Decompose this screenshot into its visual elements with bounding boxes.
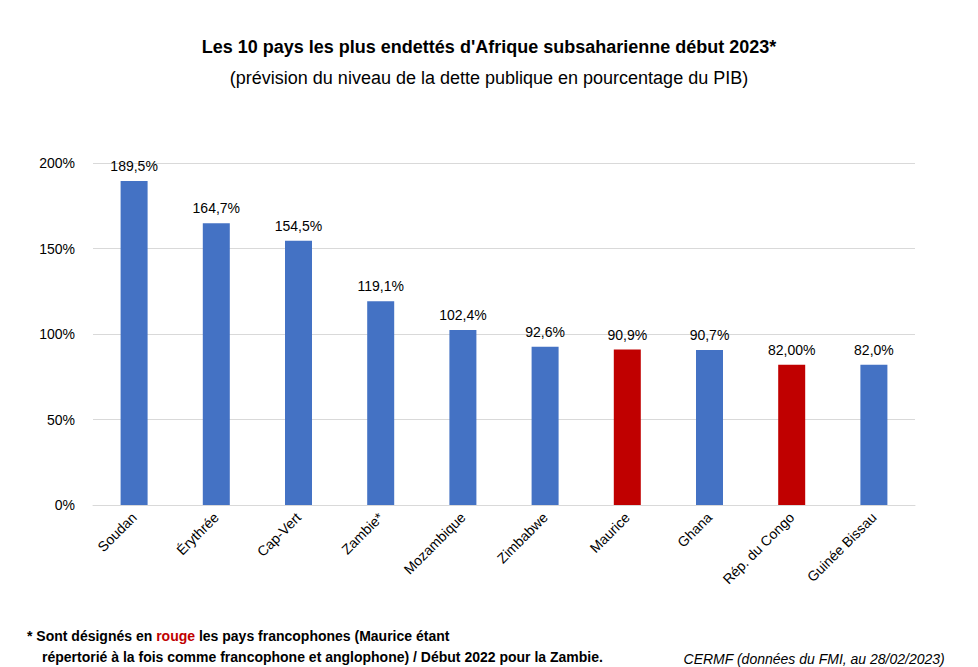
svg-text:Rép. du Congo: Rép. du Congo: [720, 509, 798, 587]
svg-text:Les 10 pays les plus endettés: Les 10 pays les plus endettés d'Afrique …: [202, 37, 776, 57]
svg-text:189,5%: 189,5%: [110, 158, 157, 174]
svg-text:50%: 50%: [47, 412, 75, 428]
svg-text:100%: 100%: [39, 326, 75, 342]
svg-text:0%: 0%: [55, 497, 75, 513]
svg-text:* Sont désignés en: * Sont désignés en: [27, 628, 156, 644]
svg-text:Zimbabwe: Zimbabwe: [494, 509, 551, 566]
svg-text:Maurice: Maurice: [586, 509, 633, 556]
svg-text:102,4%: 102,4%: [439, 307, 486, 323]
svg-text:rouge: rouge: [156, 628, 195, 644]
svg-text:90,9%: 90,9%: [607, 327, 647, 343]
svg-text:90,7%: 90,7%: [690, 327, 730, 343]
svg-text:Cap-Vert: Cap-Vert: [254, 509, 304, 559]
svg-text:200%: 200%: [39, 155, 75, 171]
svg-text:Soudan: Soudan: [94, 509, 139, 554]
svg-text:(prévision du niveau de la det: (prévision du niveau de la dette publiqu…: [230, 68, 748, 88]
svg-text:150%: 150%: [39, 241, 75, 257]
svg-text:Érythrée: Érythrée: [173, 509, 222, 558]
svg-text:92,6%: 92,6%: [525, 324, 565, 340]
svg-text:Guinée Bissau: Guinée Bissau: [804, 509, 880, 585]
svg-text:répertorié à la fois comme fra: répertorié à la fois comme francophone e…: [42, 649, 603, 665]
svg-text:82,00%: 82,00%: [768, 342, 815, 358]
svg-text:Mozambique: Mozambique: [401, 509, 469, 577]
svg-text:82,0%: 82,0%: [854, 342, 894, 358]
svg-text:CERMF (données du FMI, au 28/0: CERMF (données du FMI, au 28/02/2023): [684, 651, 945, 667]
svg-text:Zambie*: Zambie*: [338, 509, 387, 558]
svg-text:les pays francophones (Maurice: les pays francophones (Maurice étant: [195, 628, 450, 644]
svg-text:Ghana: Ghana: [674, 509, 715, 550]
svg-text:154,5%: 154,5%: [275, 218, 322, 234]
svg-text:119,1%: 119,1%: [357, 278, 403, 294]
svg-text:164,7%: 164,7%: [193, 200, 240, 216]
